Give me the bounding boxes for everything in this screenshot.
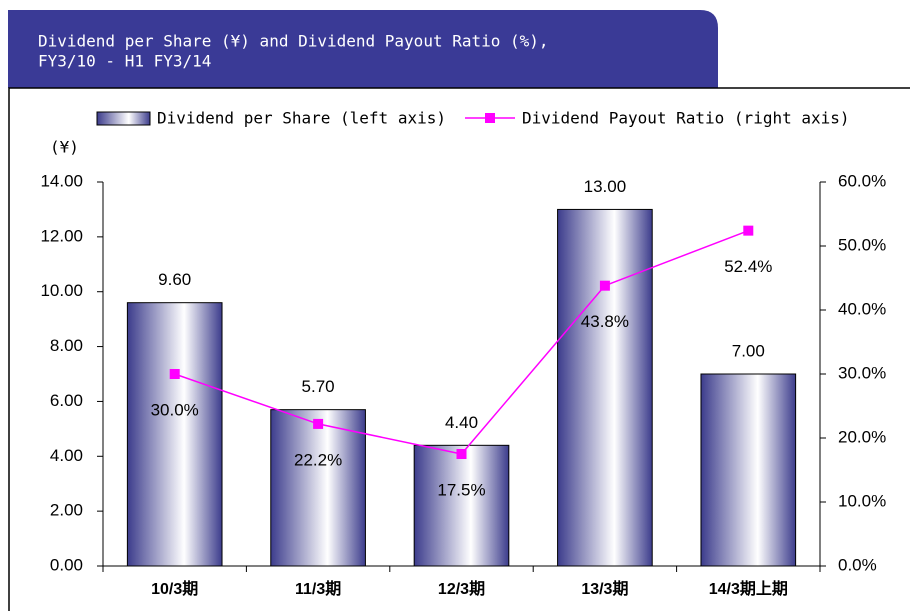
- bar: [270, 409, 366, 567]
- y-tick-label: 10.00: [40, 281, 83, 300]
- line-value-label: 30.0%: [151, 400, 199, 419]
- x-tick-label: 11/3期: [295, 579, 341, 598]
- y-tick-label: 14.00: [40, 171, 83, 190]
- y2-tick-label: 20.0%: [838, 427, 886, 446]
- chart-title: Dividend per Share (¥) and Dividend Payo…: [38, 32, 549, 51]
- line-marker: [743, 225, 754, 236]
- chart-frame: [8, 87, 910, 611]
- legend-swatch: [96, 111, 151, 126]
- line-marker: [313, 418, 324, 429]
- y2-tick-label: 0.0%: [838, 555, 877, 574]
- y2-tick-label: 30.0%: [838, 363, 886, 382]
- legend-label: Dividend Payout Ratio (right axis): [522, 109, 850, 128]
- y-tick-label: 0.00: [50, 555, 83, 574]
- bar-value-label: 9.60: [158, 270, 191, 289]
- x-tick-label: 14/3期上期: [709, 579, 788, 598]
- header-tab: [8, 10, 718, 88]
- bar-value-label: 5.70: [302, 377, 335, 396]
- y2-tick-label: 40.0%: [838, 299, 886, 318]
- y-tick-label: 6.00: [50, 391, 83, 410]
- y2-tick-label: 50.0%: [838, 235, 886, 254]
- legend-label: Dividend per Share (left axis): [157, 109, 446, 128]
- y-axis-unit: (¥): [50, 138, 79, 157]
- bar-value-label: 13.00: [584, 177, 627, 196]
- line-marker: [169, 369, 180, 379]
- bar: [126, 302, 223, 567]
- bar: [700, 373, 797, 567]
- bar-value-label: 7.00: [732, 341, 765, 360]
- y2-tick-label: 60.0%: [838, 171, 886, 190]
- y-tick-label: 4.00: [50, 446, 83, 465]
- x-tick-label: 10/3期: [151, 579, 198, 598]
- line-value-label: 52.4%: [724, 257, 772, 276]
- line-value-label: 17.5%: [437, 480, 485, 499]
- line-value-label: 22.2%: [294, 450, 342, 469]
- line-marker: [456, 449, 467, 459]
- line-value-label: 43.8%: [581, 312, 629, 331]
- chart-title: FY3/10 - H1 FY3/14: [38, 52, 211, 71]
- x-tick-label: 13/3期: [581, 579, 628, 598]
- y2-tick-label: 10.0%: [838, 491, 886, 510]
- x-tick-label: 12/3期: [438, 579, 485, 598]
- y-tick-label: 12.00: [40, 226, 83, 245]
- legend-marker: [485, 113, 495, 123]
- bar-value-label: 4.40: [445, 413, 478, 432]
- y-tick-label: 8.00: [50, 336, 83, 355]
- line-marker: [599, 280, 610, 291]
- bar: [413, 444, 510, 567]
- bar: [557, 208, 653, 567]
- y-tick-label: 2.00: [50, 501, 83, 520]
